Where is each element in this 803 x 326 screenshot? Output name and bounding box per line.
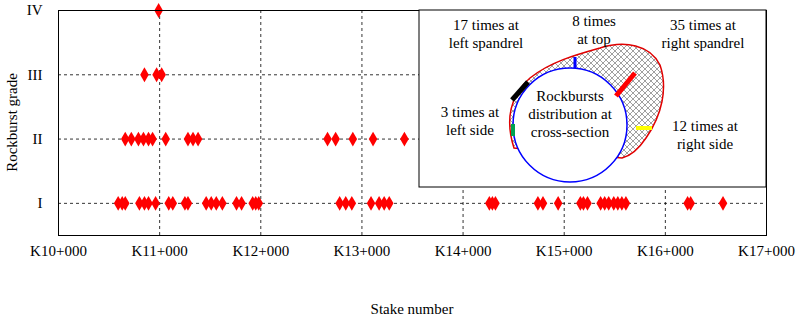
svg-text:K10+000: K10+000 [30, 243, 87, 259]
svg-text:K15+000: K15+000 [536, 243, 593, 259]
svg-text:3 times atleft side: 3 times atleft side [441, 104, 500, 138]
svg-text:K11+000: K11+000 [132, 243, 188, 259]
svg-text:IV: IV [27, 2, 43, 18]
svg-text:8 timesat top: 8 timesat top [572, 13, 616, 47]
svg-text:K17+000: K17+000 [738, 243, 795, 259]
svg-text:K12+000: K12+000 [232, 243, 289, 259]
svg-text:I: I [38, 195, 43, 211]
svg-text:K16+000: K16+000 [637, 243, 694, 259]
svg-text:K13+000: K13+000 [334, 243, 391, 259]
svg-text:12 times atright side: 12 times atright side [672, 118, 739, 152]
svg-text:II: II [33, 131, 43, 147]
svg-text:17 times atleft spandrel: 17 times atleft spandrel [449, 17, 524, 51]
svg-text:Stake number: Stake number [371, 301, 454, 317]
svg-text:35 times atright spandrel: 35 times atright spandrel [662, 17, 745, 51]
svg-text:Rockburstsdistribution atcross: Rockburstsdistribution atcross-section [528, 88, 613, 140]
svg-text:Rockburst grade: Rockburst grade [4, 73, 20, 172]
svg-text:III: III [28, 67, 43, 83]
svg-text:K14+000: K14+000 [435, 243, 492, 259]
